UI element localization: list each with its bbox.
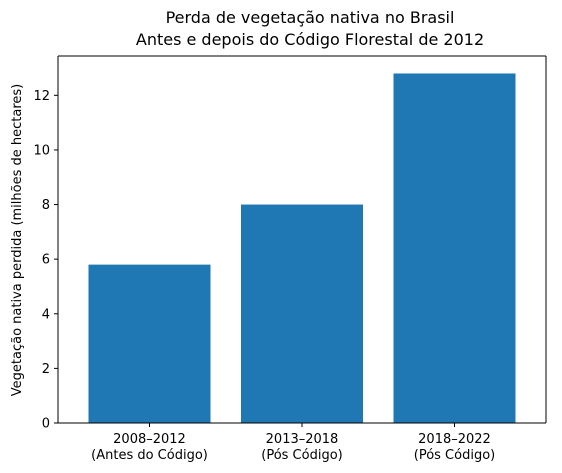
x-tick-label-1-line-2: (Antes do Código) — [91, 448, 208, 463]
x-tick-label-2-line-1: 2013–2018 — [266, 432, 339, 447]
bar-2 — [241, 204, 363, 423]
y-axis-label: Vegetação nativa perdida (milhões de hec… — [10, 84, 25, 396]
bar-1 — [88, 264, 211, 423]
bar-3 — [393, 73, 516, 423]
x-tick-label-3-line-2: (Pós Código) — [414, 448, 495, 463]
x-tick-label-2-line-2: (Pós Código) — [261, 448, 342, 463]
y-tick-label-4: 4 — [42, 307, 50, 322]
plot-area: 0 2 4 6 8 10 12 2008–2012(Antes do Código) 2013–… — [33, 55, 547, 463]
y-tick-label-6: 6 — [42, 253, 50, 268]
y-tick-label-0: 0 — [42, 417, 50, 432]
y-tick-label-10: 10 — [33, 143, 50, 158]
y-tick-label-2: 2 — [42, 362, 50, 377]
y-tick-label-8: 8 — [42, 198, 50, 213]
x-tick-label-1-line-1: 2008–2012 — [113, 432, 186, 447]
chart-title-line-2: Antes e depois do Código Florestal de 20… — [136, 30, 484, 49]
x-tick-label-3-line-1: 2018–2022 — [418, 432, 491, 447]
y-tick-label-12: 12 — [33, 89, 50, 104]
chart-title-line-1: Perda de vegetação nativa no Brasil — [166, 8, 455, 27]
